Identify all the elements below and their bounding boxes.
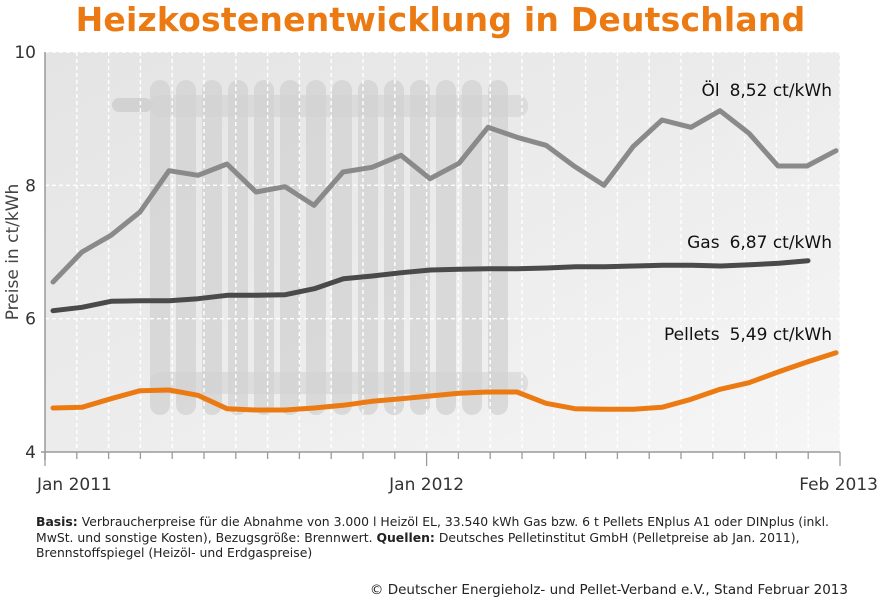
radiator-bottom-bar [150,372,528,394]
radiator-pipe [112,98,152,112]
sources-label: Quellen: [376,529,435,545]
series-labels: Öl 8,52 ct/kWh Gas 6,87 ct/kWh Pellets 5,49 c… [664,79,832,345]
y-tick-label: 8 [25,176,36,196]
radiator-fin [306,80,326,415]
radiator-fin [202,80,222,415]
series-name: Gas [687,233,720,253]
radiator-fin [358,80,378,415]
radiator-fin [254,80,274,415]
series-value-label: 5,49 ct/kWh [730,325,832,345]
footnote: Basis: Verbraucherpreise für die Abnahme… [36,514,866,561]
basis-label: Basis: [36,514,78,529]
x-tick-label: Jan 2012 [388,475,464,495]
y-tick-label: 6 [25,310,36,330]
series-line-gas [50,258,811,314]
radiator-fin [436,80,456,415]
y-tick-labels: 4 6 8 10 [14,43,36,463]
radiator-top-bar [150,95,528,117]
y-tick-label: 4 [25,443,36,463]
series-value-label: 8,52 ct/kWh [730,81,832,101]
series-label: Pellets 5,49 ct/kWh [664,325,832,345]
radiator-fin [384,80,404,415]
series-label: Öl 8,52 ct/kWh [701,79,832,101]
radiator-fin [488,80,508,415]
grid-lines [45,51,841,452]
radiator-fin [176,80,196,415]
sources-text: Deutsches Pelletinstitut GmbH (Pelletpre… [36,529,800,561]
basis-text: Verbraucherpreise für die Abnahme von 3.… [36,514,829,545]
line-chart: 4 6 8 10 Jan 2011 Jan 2012 Feb 2013 Öl 8,52 ct… [3,43,878,495]
axes [41,52,841,466]
series-line-pellets [50,350,839,413]
series-label: Gas 6,87 ct/kWh [687,233,832,253]
y-axis-label: Preise in ct/kWh [3,184,23,321]
series-name: Öl [701,79,719,101]
series-name: Pellets [664,325,720,345]
radiator-illustration [112,80,528,415]
radiator-fin [150,80,170,415]
x-tick-labels: Jan 2011 Jan 2012 Feb 2013 [36,475,878,495]
series-line-öl [50,108,839,285]
x-tick-label: Feb 2013 [799,475,878,495]
radiator-fin [280,80,300,415]
radiator-fin [228,80,248,415]
series-lines [50,108,839,413]
copyright-notice: © Deutscher Energieholz- und Pellet-Verb… [369,582,848,598]
series-value-label: 6,87 ct/kWh [730,233,832,253]
radiator-fin [332,80,352,415]
chart-title: Heizkostenentwicklung in Deutschland [75,0,806,39]
radiator-fin [462,80,482,415]
y-tick-label: 10 [14,43,36,63]
x-tick-label: Jan 2011 [36,475,112,495]
